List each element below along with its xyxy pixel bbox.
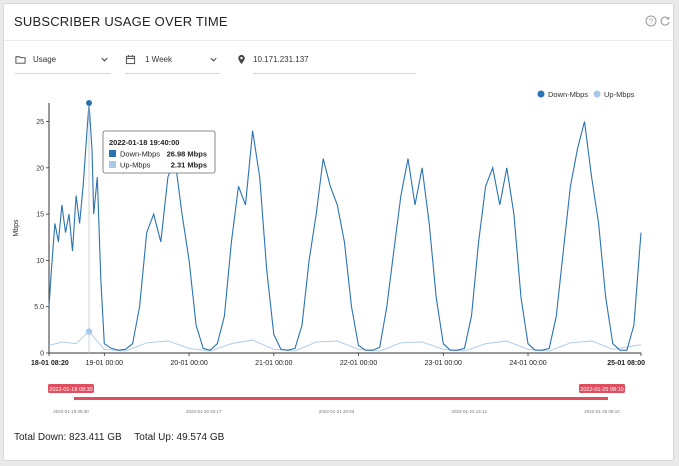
navigator-range-bar[interactable]: [74, 397, 608, 400]
x-tick-label: 24-01 00:00: [509, 360, 546, 367]
navigator-end-handle[interactable]: [579, 384, 625, 393]
navigator-tick-label: 2022-01-18 08:30: [53, 409, 89, 414]
y-axis-ticks: 0 5.0 10 15 20 25: [34, 119, 49, 358]
tooltip-down-swatch: [109, 150, 116, 157]
folder-icon: [15, 56, 26, 64]
tooltip-time: 2022-01-18 19:40:00: [109, 138, 179, 147]
navigator-tick-label: 2022-01-21 20:03: [319, 409, 355, 414]
tooltip-box: [102, 130, 216, 174]
series-up-mbps-line: [48, 330, 642, 352]
metric-select[interactable]: Usage: [33, 55, 57, 64]
card-title: SUBSCRIBER USAGE OVER TIME: [14, 14, 228, 29]
navigator-tick-label: 2022-01-23 14:12: [451, 409, 487, 414]
tooltip-up-swatch: [109, 161, 116, 168]
navigator-tick-label: 2022-01-25 08:10: [584, 409, 620, 414]
chart-tooltip: 2022-01-18 19:40:00 Down-Mbps 26.98 Mbps…: [102, 130, 216, 174]
navigator-ticks: 2022-01-18 08:30 2022-01-20 02:17 2022-01-…: [53, 409, 620, 414]
y-tick-label: 25: [36, 119, 44, 126]
location-input[interactable]: 10.171.231.137: [253, 55, 309, 64]
filter-bar: Usage 1 Week 10.171.231.137: [4, 49, 673, 79]
usage-totals: Total Down: 823.411 GB Total Up: 49.574 …: [14, 432, 234, 443]
y-tick-label: 0: [40, 351, 44, 358]
location-input-underline: [253, 73, 416, 74]
usage-card: SUBSCRIBER USAGE OVER TIME ? Usage 1 Wee…: [3, 3, 674, 461]
chevron-down-icon[interactable]: [100, 55, 109, 64]
tooltip-down-value: 26.98 Mbps: [167, 150, 207, 159]
calendar-icon: [125, 54, 136, 65]
legend-down-marker[interactable]: [537, 90, 545, 98]
x-tick-label: 25-01 08:00: [607, 360, 645, 367]
series-down-mbps-line: [48, 102, 642, 351]
refresh-icon[interactable]: [659, 15, 671, 27]
chevron-down-icon[interactable]: [209, 55, 218, 64]
tooltip-up-value: 2.31 Mbps: [171, 161, 207, 170]
legend-up-label[interactable]: Up-Mbps: [604, 90, 635, 99]
x-tick-label: 19-01 00:00: [86, 360, 123, 367]
navigator-start-label: 2022-01-18 08:30: [49, 387, 92, 393]
tooltip-down-name: Down-Mbps: [120, 150, 160, 159]
y-tick-label: 5.0: [34, 304, 44, 311]
period-select[interactable]: 1 Week: [145, 55, 172, 64]
tooltip-up-name: Up-Mbps: [120, 161, 151, 170]
x-axis-ticks: 18-01 08:20 19-01 00:00 20-01 00:00 21-01 0…: [31, 353, 645, 367]
total-down: Total Down: 823.411 GB: [14, 432, 122, 443]
x-tick-label: 21-01 00:00: [255, 360, 292, 367]
usage-chart: Down-Mbps Up-Mbps Mbps 0 5.0 10 15 20 25 18-0…: [13, 90, 645, 414]
time-navigator[interactable]: 2022-01-18 08:30 2022-01-25 08:10 2022-0…: [48, 384, 625, 414]
navigator-start-handle[interactable]: [48, 384, 94, 393]
chart-legend: Down-Mbps Up-Mbps: [537, 90, 635, 99]
metric-select-underline: [15, 73, 111, 74]
legend-down-label[interactable]: Down-Mbps: [548, 90, 588, 99]
y-tick-label: 20: [36, 165, 44, 172]
navigator-tick-label: 2022-01-20 02:17: [186, 409, 222, 414]
legend-up-marker[interactable]: [593, 90, 601, 98]
card-header: SUBSCRIBER USAGE OVER TIME ?: [4, 4, 673, 41]
y-tick-label: 10: [36, 258, 44, 265]
map-pin-icon: [238, 54, 245, 65]
x-tick-label: 23-01 00:00: [425, 360, 462, 367]
y-tick-label: 15: [36, 212, 44, 219]
hover-down-point: [86, 100, 93, 106]
total-up: Total Up: 49.574 GB: [134, 432, 225, 443]
period-select-underline: [125, 73, 220, 74]
y-axis-title: Mbps: [13, 219, 20, 237]
svg-text:?: ?: [649, 17, 653, 26]
hover-up-point: [85, 328, 93, 335]
x-tick-label: 20-01 00:00: [170, 360, 207, 367]
navigator-end-label: 2022-01-25 08:10: [580, 387, 623, 393]
x-tick-label: 18-01 08:20: [31, 360, 69, 367]
x-tick-label: 22-01 00:00: [340, 360, 377, 367]
help-circle-icon[interactable]: ?: [645, 15, 657, 27]
